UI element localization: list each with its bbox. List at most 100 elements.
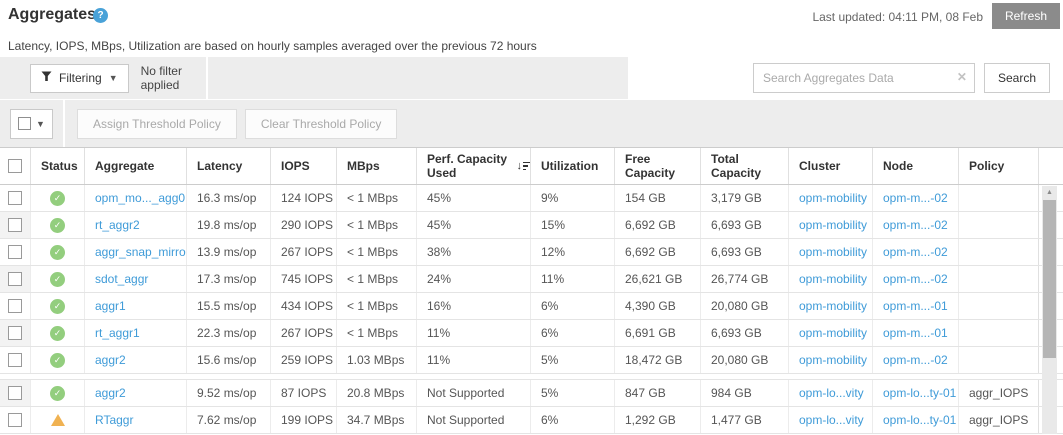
row-select-cell bbox=[0, 239, 30, 265]
column-header-aggregate[interactable]: Aggregate bbox=[84, 148, 186, 184]
row-checkbox[interactable] bbox=[8, 413, 22, 427]
table-row: aggr2 9.52 ms/op 87 IOPS 20.8 MBps Not S… bbox=[0, 380, 1063, 407]
total-capacity-cell: 984 GB bbox=[700, 380, 788, 406]
row-checkbox[interactable] bbox=[8, 272, 22, 286]
mbps-cell: < 1 MBps bbox=[336, 239, 416, 265]
utilization-cell: 12% bbox=[530, 239, 614, 265]
node-link[interactable]: opm-m...-02 bbox=[883, 218, 948, 232]
perf-capacity-used-cell: Not Supported bbox=[416, 380, 530, 406]
select-all-checkbox[interactable] bbox=[18, 117, 32, 130]
node-cell: opm-lo...ty-01 bbox=[872, 380, 958, 406]
cluster-cell: opm-mobility bbox=[788, 212, 872, 238]
column-header-label: IOPS bbox=[281, 159, 310, 173]
row-checkbox[interactable] bbox=[8, 191, 22, 205]
refresh-button[interactable]: Refresh bbox=[991, 3, 1060, 29]
cluster-cell: opm-mobility bbox=[788, 266, 872, 292]
status-ok-icon bbox=[50, 325, 65, 341]
cluster-link[interactable]: opm-mobility bbox=[799, 299, 868, 313]
row-checkbox[interactable] bbox=[8, 326, 22, 340]
select-all-panel: ▼ bbox=[0, 100, 63, 147]
cluster-link[interactable]: opm-lo...vity bbox=[799, 413, 864, 427]
perf-capacity-used-cell: 45% bbox=[416, 212, 530, 238]
node-link[interactable]: opm-m...-02 bbox=[883, 272, 948, 286]
scroll-up-icon[interactable]: ▲ bbox=[1046, 189, 1053, 196]
aggregate-link[interactable]: aggr2 bbox=[95, 353, 126, 367]
aggregate-link[interactable]: rt_aggr2 bbox=[95, 218, 140, 232]
status-cell bbox=[30, 347, 84, 373]
sort-descending-icon[interactable]: ↓ bbox=[517, 160, 530, 172]
column-header-free-capacity[interactable]: Free Capacity bbox=[614, 148, 700, 184]
aggregate-cell: aggr2 bbox=[84, 380, 186, 406]
total-capacity-cell: 3,179 GB bbox=[700, 185, 788, 211]
node-link[interactable]: opm-m...-02 bbox=[883, 353, 948, 367]
aggregate-link[interactable]: aggr2 bbox=[95, 386, 126, 400]
status-warning-icon bbox=[50, 414, 65, 426]
cluster-link[interactable]: opm-mobility bbox=[799, 191, 868, 205]
node-cell: opm-m...-02 bbox=[872, 212, 958, 238]
aggregate-link[interactable]: rt_aggr1 bbox=[95, 326, 140, 340]
search-button[interactable]: Search bbox=[983, 63, 1050, 93]
column-header-label: Policy bbox=[969, 159, 1005, 173]
cluster-link[interactable]: opm-mobility bbox=[799, 218, 868, 232]
aggregate-link[interactable]: aggr_snap_mirror bbox=[95, 245, 186, 259]
vertical-scrollbar[interactable]: ▲ bbox=[1042, 186, 1057, 434]
cluster-link[interactable]: opm-mobility bbox=[799, 326, 868, 340]
column-header-utilization[interactable]: Utilization bbox=[530, 148, 614, 184]
column-header-policy[interactable]: Policy bbox=[958, 148, 1038, 184]
status-cell bbox=[30, 266, 84, 292]
row-gutter bbox=[1038, 347, 1063, 373]
column-header-latency[interactable]: Latency bbox=[186, 148, 270, 184]
perf-capacity-used-cell: 38% bbox=[416, 239, 530, 265]
threshold-actions-panel: Assign Threshold Policy Clear Threshold … bbox=[65, 100, 1063, 147]
node-link[interactable]: opm-m...-02 bbox=[883, 191, 948, 205]
column-header-node[interactable]: Node bbox=[872, 148, 958, 184]
help-icon[interactable]: ? bbox=[93, 8, 108, 23]
cluster-cell: opm-mobility bbox=[788, 347, 872, 373]
cluster-cell: opm-lo...vity bbox=[788, 407, 872, 433]
search-input[interactable] bbox=[752, 63, 975, 93]
cluster-link[interactable]: opm-mobility bbox=[799, 272, 868, 286]
column-header-status[interactable]: Status bbox=[30, 148, 84, 184]
node-link[interactable]: opm-lo...ty-01 bbox=[883, 386, 957, 400]
status-ok-icon bbox=[50, 385, 65, 401]
aggregate-cell: opm_mo..._agg0 bbox=[84, 185, 186, 211]
perf-capacity-used-cell: 24% bbox=[416, 266, 530, 292]
clear-search-icon[interactable]: ✕ bbox=[956, 70, 967, 84]
node-link[interactable]: opm-m...-01 bbox=[883, 299, 948, 313]
column-header-perf-capacity-used[interactable]: Perf. Capacity Used ↓ bbox=[416, 148, 530, 184]
node-link[interactable]: opm-m...-01 bbox=[883, 326, 948, 340]
filtering-button[interactable]: Filtering ▼ bbox=[30, 63, 129, 93]
row-checkbox[interactable] bbox=[8, 218, 22, 232]
aggregate-link[interactable]: RTaggr bbox=[95, 413, 134, 427]
row-checkbox[interactable] bbox=[8, 386, 22, 400]
column-header-cluster[interactable]: Cluster bbox=[788, 148, 872, 184]
node-cell: opm-m...-02 bbox=[872, 266, 958, 292]
row-checkbox[interactable] bbox=[8, 245, 22, 259]
latency-cell: 7.62 ms/op bbox=[186, 407, 270, 433]
filter-panel: Filtering ▼ No filter applied bbox=[0, 57, 206, 99]
cluster-link[interactable]: opm-mobility bbox=[799, 353, 868, 367]
column-header-iops[interactable]: IOPS bbox=[270, 148, 336, 184]
node-link[interactable]: opm-m...-02 bbox=[883, 245, 948, 259]
mbps-cell: < 1 MBps bbox=[336, 293, 416, 319]
aggregate-link[interactable]: aggr1 bbox=[95, 299, 126, 313]
row-checkbox[interactable] bbox=[8, 299, 22, 313]
row-checkbox[interactable] bbox=[8, 353, 22, 367]
column-header-total-capacity[interactable]: Total Capacity bbox=[700, 148, 788, 184]
table-row: opm_mo..._agg0 16.3 ms/op 124 IOPS < 1 M… bbox=[0, 185, 1063, 212]
group-separator bbox=[0, 374, 1063, 380]
header-checkbox[interactable] bbox=[8, 159, 22, 173]
clear-threshold-policy-button[interactable]: Clear Threshold Policy bbox=[244, 108, 398, 139]
cluster-link[interactable]: opm-mobility bbox=[799, 245, 868, 259]
aggregate-link[interactable]: opm_mo..._agg0 bbox=[95, 191, 186, 205]
select-all-dropdown[interactable]: ▼ bbox=[10, 108, 53, 139]
assign-threshold-policy-button[interactable]: Assign Threshold Policy bbox=[77, 108, 237, 139]
policy-cell: aggr_IOPS bbox=[958, 407, 1038, 433]
node-link[interactable]: opm-lo...ty-01 bbox=[883, 413, 957, 427]
column-header-mbps[interactable]: MBps bbox=[336, 148, 416, 184]
cluster-link[interactable]: opm-lo...vity bbox=[799, 386, 864, 400]
aggregate-link[interactable]: sdot_aggr bbox=[95, 272, 149, 286]
column-header-label: Latency bbox=[197, 159, 243, 173]
scrollbar-thumb[interactable] bbox=[1043, 200, 1056, 358]
latency-cell: 16.3 ms/op bbox=[186, 185, 270, 211]
